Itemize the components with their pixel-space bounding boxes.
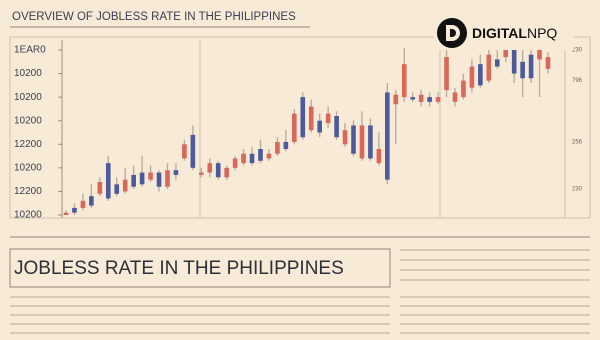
candle-body [317, 120, 322, 133]
candle-body [308, 106, 314, 131]
candle-body [351, 125, 356, 154]
candle-body [89, 196, 94, 206]
candle-body [478, 64, 483, 86]
candle-body [435, 97, 441, 102]
candle-body [114, 184, 120, 194]
logo: DIGITALNPQ [434, 16, 574, 50]
candle-body [359, 125, 365, 159]
logo-icon [437, 18, 467, 48]
logo-mark [446, 25, 460, 41]
footer: JOBLESS RATE IN THE PHILIPPINES [9, 236, 590, 334]
candle-body [537, 50, 542, 60]
candle-body [520, 61, 525, 79]
candle-body [190, 134, 196, 168]
header-title: OVERVIEW OF JOBLESS RATE IN THE PHILIPPI… [12, 11, 296, 23]
candle-body [224, 167, 229, 178]
candle-body [165, 170, 170, 187]
y-tick-label: 10200 [14, 162, 42, 173]
candle-body [97, 182, 103, 194]
y-tick-label: 10200 [14, 210, 42, 221]
candle-body [452, 92, 458, 102]
text-lines [10, 249, 590, 334]
candle-body [156, 172, 162, 187]
candle-body [469, 66, 475, 88]
candle-body [258, 149, 263, 161]
y-tick-label: 10200 [14, 92, 42, 103]
candle-body [376, 149, 382, 164]
y-tick-label: 12200 [14, 139, 42, 150]
candle-body [275, 141, 280, 154]
y2-tick-label: 230 [572, 187, 583, 193]
candle-body [342, 130, 348, 145]
candle-body [393, 94, 399, 105]
candle-body [241, 153, 246, 164]
logo-text: DIGITALNPQ [472, 25, 557, 41]
candle-body [427, 97, 432, 102]
candle-body [148, 172, 153, 180]
candle-body [198, 172, 204, 175]
candle-body [131, 174, 136, 187]
candle-body [122, 179, 128, 192]
candle-body [182, 144, 187, 159]
candle-body [300, 97, 306, 138]
candle-body [139, 172, 145, 185]
candle-body [461, 80, 466, 98]
candle-body [249, 153, 255, 164]
candle-body [368, 125, 373, 159]
y-tick-label: 12200 [14, 186, 42, 197]
candle-body [207, 163, 213, 173]
y2-tick-label: 796 [572, 78, 583, 84]
candle-body [334, 116, 339, 138]
candle-body [292, 113, 297, 142]
candle-body [444, 57, 449, 91]
candle-body [385, 92, 390, 180]
logo-bold: DIGITAL [472, 25, 527, 41]
footer-box [9, 248, 391, 288]
candle-body [325, 113, 331, 124]
y2-tick-label: 230 [572, 48, 583, 54]
candle-body [511, 50, 517, 74]
candle-body [418, 94, 424, 102]
candle-body [173, 170, 179, 175]
candle-body [80, 200, 86, 208]
candle-body [283, 141, 289, 149]
candle-body [494, 59, 500, 67]
candle-body [503, 50, 509, 58]
candle-body [63, 212, 69, 215]
y2-tick-label: 256 [572, 140, 583, 146]
footer-title: JOBLESS RATE IN THE PHILIPPINES [14, 258, 344, 279]
candle-body [401, 64, 407, 98]
candle-body [215, 163, 221, 178]
candle-body [545, 57, 551, 69]
logo-light: NPQ [527, 25, 557, 41]
candle-body [266, 153, 272, 159]
plot: 1EAR0 10200 10200 10200 12200 10200 12200 10200… [14, 42, 583, 221]
candle-body [486, 54, 492, 81]
y-tick-label: 10200 [14, 115, 42, 126]
chart-frame [9, 36, 591, 219]
candle-body [528, 54, 534, 79]
y-tick-label: 1EAR0 [14, 45, 46, 56]
candle-body [72, 207, 77, 213]
candle-body [105, 163, 111, 199]
y-tick-label: 10200 [14, 68, 42, 79]
candle-body [410, 97, 416, 100]
candle-body [232, 158, 238, 168]
